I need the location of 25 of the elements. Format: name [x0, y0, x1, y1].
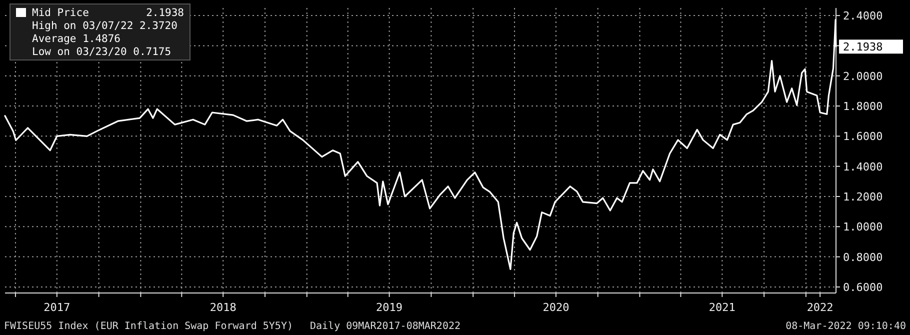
- y-tick-label: 1.0000: [843, 220, 883, 234]
- annotation: Average 1.4876: [32, 33, 121, 45]
- annotation: 2.1938: [843, 40, 883, 54]
- y-tick-label: 2.4000: [843, 10, 883, 23]
- legend-label: Mid Price: [32, 7, 89, 19]
- annotation: Low on 03/23/20 0.7175: [32, 46, 172, 58]
- x-tick-label: 2020: [542, 301, 570, 314]
- y-tick-label: 1.8000: [843, 100, 883, 114]
- x-tick-label: 2021: [708, 301, 736, 314]
- y-tick-label: 1.2000: [843, 190, 883, 204]
- y-tick-label: 1.6000: [843, 130, 883, 144]
- text: FWISEU55 Index (EUR Inflation Swap Forward 5Y5Y): [4, 321, 293, 332]
- y-tick-label: 0.8000: [843, 250, 883, 264]
- y-tick-label: 0.6000: [843, 280, 883, 294]
- x-tick-label: 2019: [376, 301, 403, 314]
- x-tick-label: 2017: [44, 301, 70, 314]
- y-tick-label: 2.0000: [843, 70, 883, 83]
- annotation: High on 03/07/22 2.3720: [32, 20, 178, 32]
- x-tick-label: 2018: [210, 301, 236, 314]
- line-series: [4, 18, 837, 270]
- x-tick-label: 2022: [806, 301, 834, 314]
- y-tick-label: 1.4000: [843, 160, 883, 174]
- text: 08-Mar-2022 09:10:40: [786, 321, 906, 332]
- annotation: 2.1938: [146, 7, 184, 19]
- text: Daily 09MAR2017-08MAR2022: [310, 321, 461, 332]
